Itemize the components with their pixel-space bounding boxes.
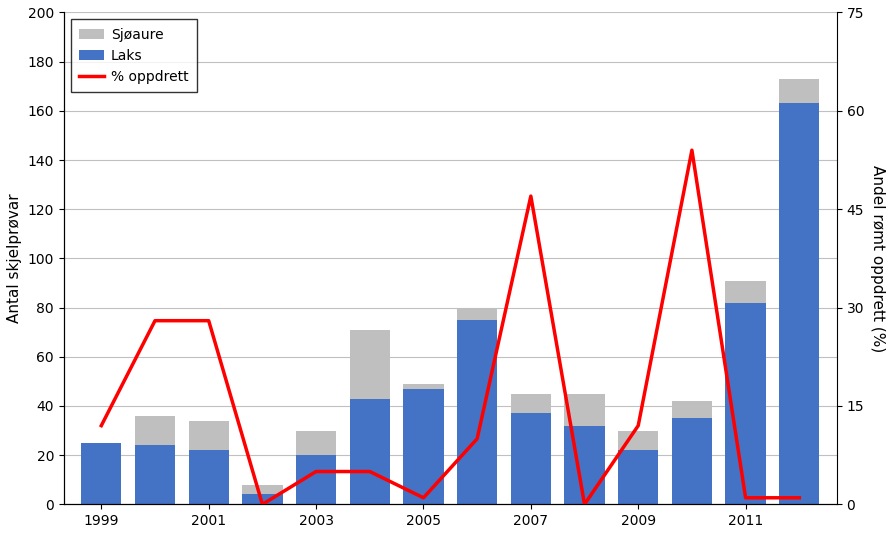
% oppdrett (418, 494, 429, 501)
% oppdrett (579, 501, 590, 508)
% oppdrett (203, 317, 214, 324)
Bar (779, 103, 820, 505)
Bar (296, 455, 336, 505)
Bar (618, 431, 658, 450)
% oppdrett (687, 147, 698, 154)
Bar (457, 320, 497, 505)
Bar (565, 426, 605, 505)
Bar (725, 280, 765, 303)
% oppdrett (740, 494, 751, 501)
% oppdrett (525, 193, 536, 200)
Bar (457, 308, 497, 320)
Bar (779, 79, 820, 103)
Bar (296, 431, 336, 455)
% oppdrett (794, 494, 805, 501)
Bar (618, 450, 658, 505)
Legend: Sjøaure, Laks, % oppdrett: Sjøaure, Laks, % oppdrett (70, 19, 197, 92)
% oppdrett (310, 468, 321, 475)
Bar (565, 394, 605, 426)
Bar (243, 494, 283, 505)
% oppdrett (257, 501, 268, 508)
Y-axis label: Andel rømt oppdrett (%): Andel rømt oppdrett (%) (870, 165, 885, 352)
Bar (350, 399, 390, 505)
Line: % oppdrett: % oppdrett (102, 150, 799, 505)
% oppdrett (365, 468, 376, 475)
Bar (511, 394, 551, 414)
Bar (403, 384, 443, 389)
% oppdrett (632, 423, 643, 429)
% oppdrett (150, 317, 161, 324)
Bar (81, 443, 121, 505)
Bar (188, 421, 229, 450)
Bar (403, 389, 443, 505)
% oppdrett (96, 423, 107, 429)
Bar (725, 303, 765, 505)
Bar (135, 445, 175, 505)
Bar (135, 416, 175, 445)
% oppdrett (472, 435, 483, 442)
Bar (672, 418, 712, 505)
Bar (350, 330, 390, 399)
Bar (672, 401, 712, 418)
Y-axis label: Antal skjelprøvar: Antal skjelprøvar (7, 194, 22, 323)
Bar (243, 485, 283, 494)
Bar (511, 414, 551, 505)
Bar (188, 450, 229, 505)
